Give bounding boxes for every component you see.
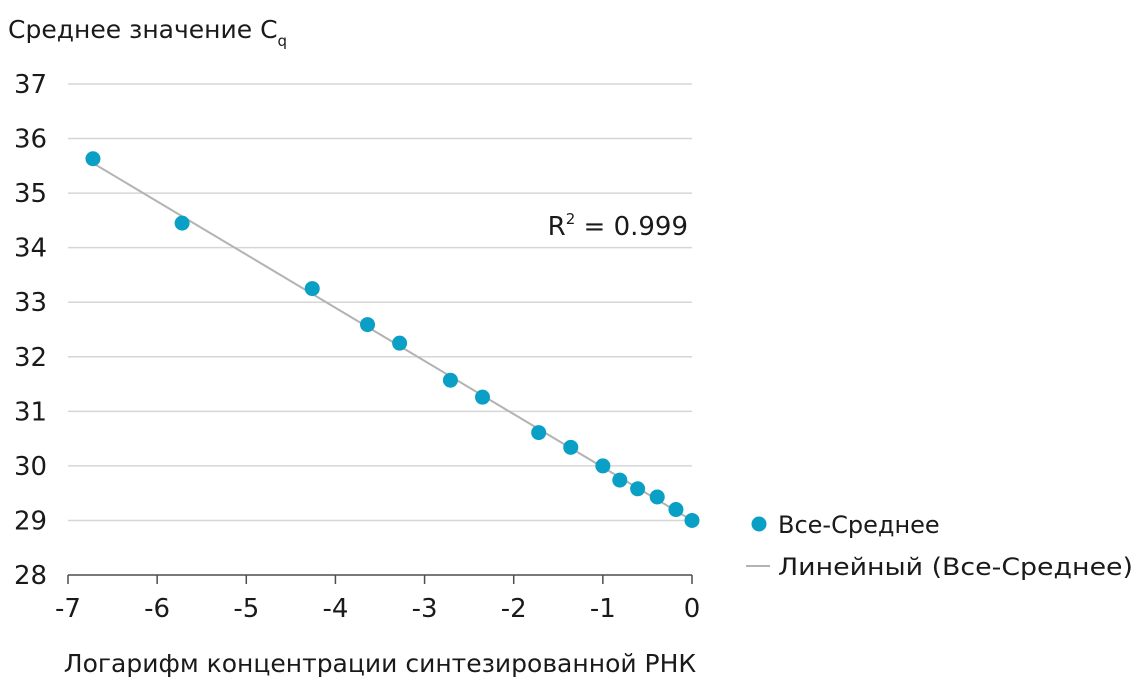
- data-point: [668, 502, 684, 518]
- x-tick-label: -3: [412, 594, 438, 624]
- x-tick-label: 0: [684, 594, 701, 624]
- data-point: [392, 335, 408, 351]
- data-point: [174, 215, 190, 231]
- legend: Все-Среднее Линейный (Все-Среднее): [746, 511, 1133, 581]
- gridlines: [68, 83, 692, 522]
- y-axis-title: Среднее значение Cq: [8, 15, 287, 50]
- legend-label-points: Все-Среднее: [778, 511, 940, 539]
- x-tick-label: -1: [590, 594, 616, 624]
- r-squared-rest: = 0.999: [575, 212, 688, 242]
- y-tick-label: 31: [14, 397, 47, 427]
- legend-marker-points: [751, 516, 767, 532]
- y-tick-label: 33: [14, 288, 47, 318]
- data-point: [304, 281, 320, 297]
- r-squared-sup: 2: [566, 210, 576, 228]
- x-tick-label: -5: [233, 594, 259, 624]
- y-tick-label: 29: [14, 506, 47, 536]
- y-tick-label: 36: [14, 125, 47, 155]
- y-tick-label: 35: [14, 179, 47, 209]
- y-tick-label: 34: [14, 234, 47, 264]
- x-tick-label: -4: [322, 594, 348, 624]
- r-squared-base: R: [548, 212, 566, 242]
- data-point: [595, 458, 611, 474]
- data-point: [442, 372, 458, 388]
- labels-layer: Среднее значение Cq Логарифм концентраци…: [8, 15, 700, 678]
- x-tick-label: -6: [144, 594, 170, 624]
- data-point: [85, 151, 101, 167]
- axes: [67, 574, 693, 584]
- y-axis-title-subscript: q: [278, 32, 288, 50]
- y-tick-label: 32: [14, 343, 47, 373]
- data-point: [360, 317, 376, 333]
- y-tick-label: 28: [14, 561, 47, 591]
- x-tick-label: -2: [501, 594, 527, 624]
- data-point: [612, 472, 628, 488]
- data-point: [531, 425, 547, 441]
- y-tick-label: 37: [14, 70, 47, 100]
- legend-label-trendline: Линейный (Все-Среднее): [778, 553, 1133, 581]
- data-point: [475, 389, 491, 405]
- data-point: [649, 489, 665, 505]
- data-point: [684, 512, 700, 528]
- points-layer: [85, 151, 700, 528]
- r-squared-annotation: R2 = 0.999: [548, 210, 688, 242]
- x-tick-label: -7: [55, 594, 81, 624]
- x-axis-title: Логарифм концентрации синтезированной РН…: [64, 649, 697, 678]
- data-point: [630, 481, 646, 497]
- y-axis-title-main: Среднее значение C: [8, 15, 278, 44]
- data-point: [563, 439, 579, 455]
- y-tick-label: 30: [14, 452, 47, 482]
